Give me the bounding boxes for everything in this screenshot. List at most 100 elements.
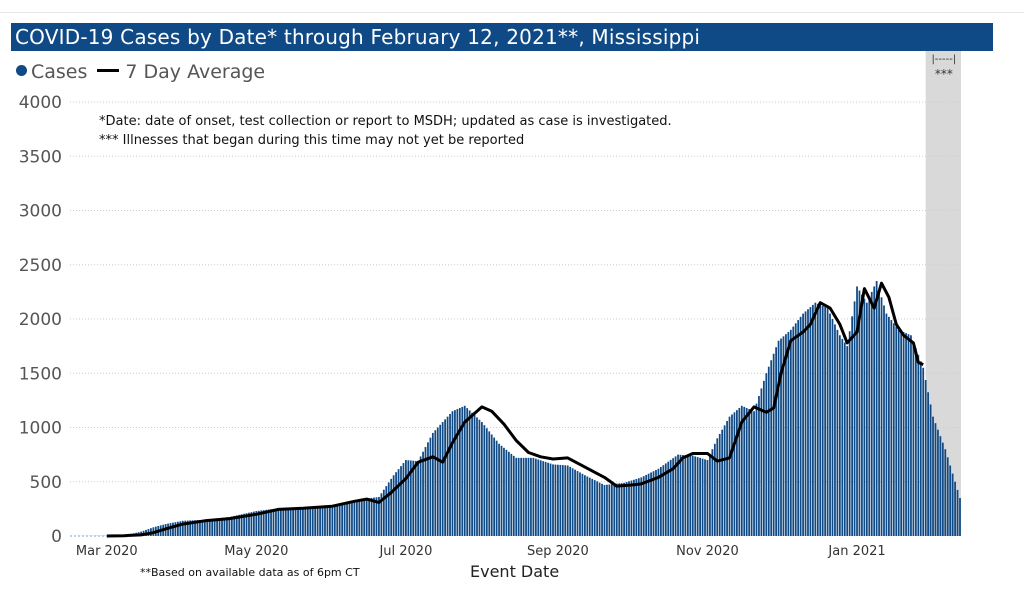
case-bar [853,301,856,536]
case-bar [937,429,939,536]
case-bar [873,286,876,536]
y-tick-label: 2500 [19,256,62,276]
case-bar [267,509,270,536]
case-bar [809,307,812,536]
case-bar [306,506,309,536]
case-bar [755,403,758,536]
case-bar [593,480,596,536]
case-bar [176,521,179,536]
case-bar [767,366,770,536]
case-bar [895,326,898,536]
case-bar [642,476,645,536]
case-bar [191,520,194,536]
case-bar [704,459,706,536]
case-bar [174,522,177,536]
case-bar [333,505,336,536]
case-bar [740,405,743,536]
case-bar [189,520,192,536]
case-bar [566,465,569,536]
case-bar [858,290,861,536]
case-bar [544,461,547,536]
case-bar [355,499,358,536]
case-bar [583,475,586,536]
case-bar [507,451,510,536]
case-bar [446,416,449,536]
case-bar [711,449,714,536]
case-bar [341,503,344,536]
legend-average-label: 7 Day Average [125,61,266,83]
case-bar [365,498,368,536]
case-bar [738,407,741,536]
case-bar [836,329,839,536]
case-bar [630,480,633,536]
case-bar [211,518,214,536]
case-bar [620,483,623,536]
case-bar [481,422,483,536]
x-tick-label: Nov 2020 [676,544,739,559]
case-bar [292,507,294,536]
case-bar [167,523,169,536]
case-bar [934,423,937,536]
case-bar [807,309,809,536]
case-bar [282,508,285,536]
case-bar [924,380,927,536]
case-bar [547,462,549,536]
case-bar [417,461,420,536]
case-bar [287,507,290,536]
case-bar [686,455,689,536]
case-bar [257,510,260,536]
case-bar [758,396,760,536]
case-bar [316,506,319,536]
case-bar [505,449,508,536]
case-bar [586,476,589,536]
case-bar [905,333,907,536]
case-bar [888,316,890,536]
case-bar [262,510,265,536]
case-bar [390,478,393,536]
case-bar [400,466,402,536]
case-bar [226,517,228,536]
case-bar [959,498,961,536]
case-bar [672,458,675,536]
legend[interactable]: Cases 7 Day Average [16,61,265,83]
case-bar [395,472,397,536]
case-bar [914,348,917,536]
case-bar [743,406,746,536]
case-bar [248,512,250,536]
case-bar [939,436,942,536]
case-bar [846,346,849,536]
case-bar [917,354,920,536]
case-bar [576,471,579,536]
case-bar [723,425,726,536]
case-bar [640,477,643,536]
case-bar [650,472,652,536]
case-bar [900,330,903,536]
case-bar [498,443,500,536]
case-bar [238,514,241,536]
case-bar [343,502,346,536]
case-bar [206,519,209,536]
case-bar [831,319,834,536]
case-bar [373,497,375,536]
case-bar [819,304,822,536]
case-bar [652,471,655,536]
case-bar [309,506,312,536]
case-bar [826,308,829,536]
case-bar [250,512,253,536]
date-definition-note: *Date: date of onset, test collection or… [99,114,672,129]
case-bar [726,420,728,536]
case-bar [434,430,437,536]
x-tick-label: Sep 2020 [527,544,589,559]
case-bar [431,432,434,536]
case-bar [606,484,608,536]
case-bar [579,472,581,536]
case-bar [870,291,873,536]
case-bar [483,425,486,536]
case-bar [848,331,851,536]
case-bar [951,473,954,536]
case-bar [436,427,439,536]
case-bar [297,507,299,536]
case-bar [230,516,233,536]
x-axis-title: Event Date [470,562,560,581]
case-bar [169,523,172,536]
